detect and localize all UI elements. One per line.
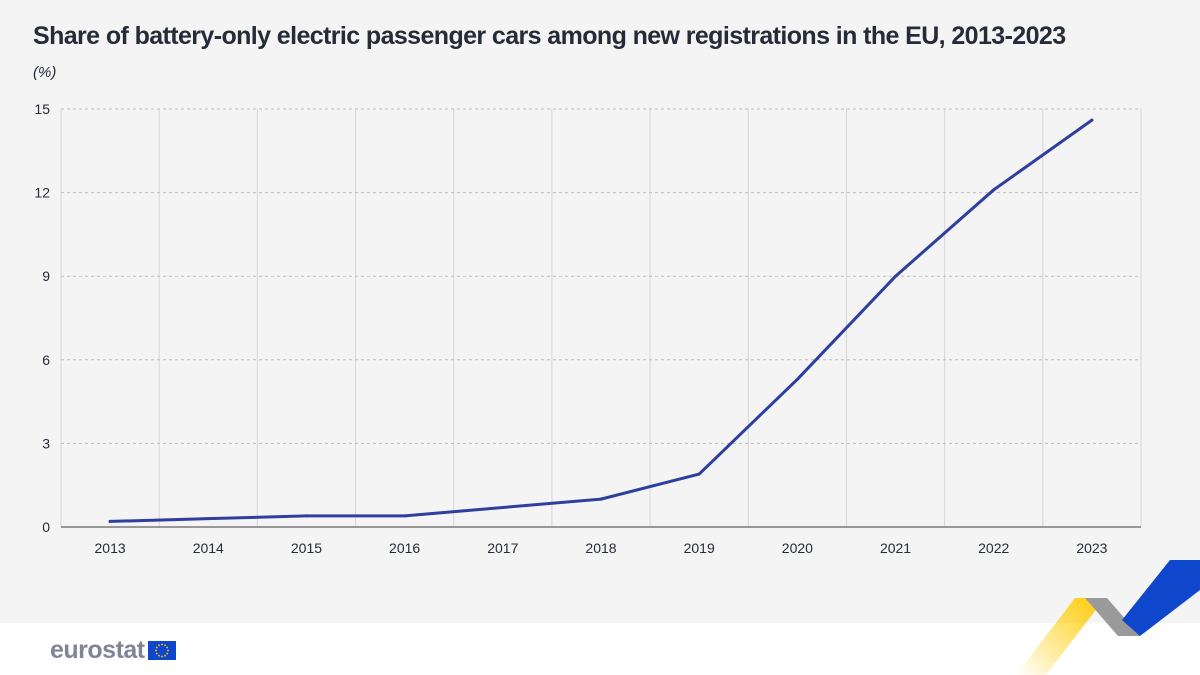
x-tick-label: 2013	[95, 540, 126, 556]
flag-star	[163, 643, 166, 646]
flag-star	[163, 654, 166, 657]
x-tick-label: 2022	[978, 540, 1009, 556]
footer	[0, 623, 1200, 675]
flag-star	[165, 652, 168, 654]
flag-star	[154, 649, 157, 651]
y-tick-label: 3	[42, 435, 50, 451]
x-axis-ticks: 2013 2014 2015 2016 2017 2018 2019 2020 2021 2022…	[95, 540, 1108, 556]
x-tick-label: 2023	[1076, 540, 1107, 556]
eurostat-logo: eurostat	[50, 635, 176, 664]
data-point	[992, 188, 996, 192]
eu-flag-icon	[147, 640, 176, 660]
data-point	[501, 505, 505, 509]
y-tick-label: 12	[34, 185, 50, 201]
data-point	[599, 497, 603, 501]
flag-star	[157, 643, 160, 646]
logo-text: eurostat	[50, 635, 145, 664]
x-tick-label: 2015	[291, 540, 322, 556]
data-point	[304, 514, 308, 518]
data-point	[1090, 118, 1094, 122]
data-point	[894, 274, 898, 278]
series-group	[108, 118, 1094, 523]
y-tick-label: 6	[42, 352, 50, 368]
x-tick-label: 2019	[684, 540, 715, 556]
x-tick-label: 2016	[389, 540, 420, 556]
flag-star	[166, 649, 169, 651]
flag-star	[155, 646, 158, 648]
data-point	[206, 517, 210, 521]
unit-label: (%)	[33, 64, 57, 81]
data-point	[795, 377, 799, 381]
data-point	[108, 519, 112, 523]
flag-star	[165, 646, 168, 648]
horizontal-gridlines	[61, 108, 1141, 444]
y-tick-label: 15	[34, 101, 50, 117]
y-tick-label: 9	[42, 268, 50, 284]
x-tick-label: 2014	[193, 540, 224, 556]
x-tick-label: 2021	[880, 540, 911, 556]
flag-star	[155, 652, 158, 654]
x-tick-label: 2017	[487, 540, 518, 556]
chart-title: Share of battery-only electric passenger…	[33, 22, 1066, 50]
data-point	[403, 514, 407, 518]
y-tick-label: 0	[42, 519, 50, 535]
line-chart: 0 3 6 9 12 15 2013 2014 2015 2016 2017 2018 2019 202…	[34, 101, 1142, 556]
y-axis-ticks: 0 3 6 9 12 15	[34, 101, 50, 535]
x-tick-label: 2018	[585, 540, 616, 556]
x-tick-label: 2020	[782, 540, 813, 556]
flag-star	[160, 643, 163, 645]
data-point	[697, 472, 701, 476]
flag-star	[160, 655, 163, 657]
vertical-gridlines	[60, 109, 1142, 527]
flag-star	[157, 654, 160, 657]
